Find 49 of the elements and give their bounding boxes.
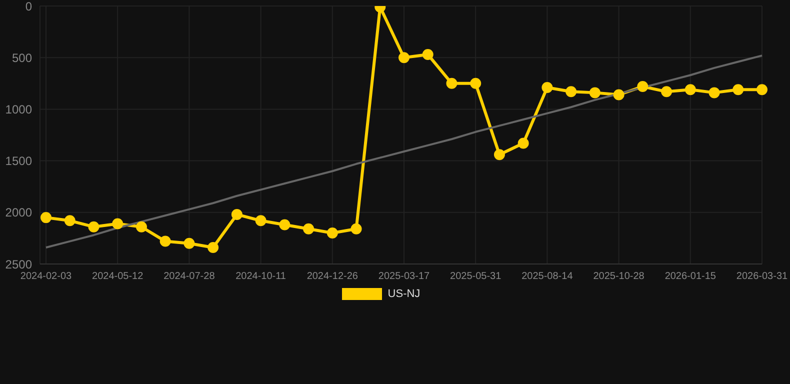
x-tick-label: 2024-05-12	[92, 271, 144, 282]
point	[613, 89, 624, 100]
x-tick-label: 2024-07-28	[164, 271, 216, 282]
point	[160, 236, 171, 247]
point	[184, 238, 195, 249]
x-tick-label: 2026-01-15	[664, 271, 716, 282]
point	[708, 87, 720, 98]
point	[422, 49, 434, 60]
x-tick-label: 2025-03-17	[378, 271, 430, 282]
x-tick-label: 2025-08-14	[522, 271, 574, 282]
x-tick-label: 2025-05-31	[450, 271, 502, 282]
point	[684, 84, 696, 96]
point	[446, 78, 458, 89]
point	[637, 80, 648, 92]
point	[303, 223, 314, 234]
point	[756, 84, 768, 96]
point	[542, 82, 553, 94]
point	[494, 149, 505, 160]
y-tick-label: 1000	[5, 102, 32, 116]
y-tick-label: 0	[25, 0, 32, 14]
x-tick-label: 2026-03-31	[736, 271, 788, 282]
point	[350, 223, 362, 234]
line-series	[45, 54, 763, 248]
point	[231, 208, 242, 220]
point	[136, 221, 147, 232]
point	[518, 138, 529, 149]
x-tick-label: 2024-12-26	[306, 271, 358, 282]
x-tick-label: 2025-10-28	[593, 271, 645, 282]
point	[255, 215, 266, 226]
point	[589, 87, 600, 98]
y-tick-label: 500	[12, 50, 32, 65]
y-tick-label: 2000	[5, 206, 32, 220]
point	[661, 86, 672, 98]
point	[279, 219, 290, 230]
point	[732, 84, 744, 96]
point	[88, 221, 100, 232]
point	[64, 215, 76, 226]
point	[566, 86, 577, 98]
point	[398, 52, 410, 64]
y-tick-label: 1500	[5, 154, 32, 168]
y-tick-label: 2500	[5, 257, 32, 272]
point	[470, 78, 482, 89]
point	[326, 228, 338, 239]
point	[40, 212, 52, 224]
x-tick-label: 2024-10-11	[236, 271, 286, 282]
legend-label: US-NJ	[388, 288, 420, 300]
point	[208, 242, 219, 253]
point	[112, 218, 124, 230]
x-tick-label: 2024-02-03	[20, 271, 72, 282]
